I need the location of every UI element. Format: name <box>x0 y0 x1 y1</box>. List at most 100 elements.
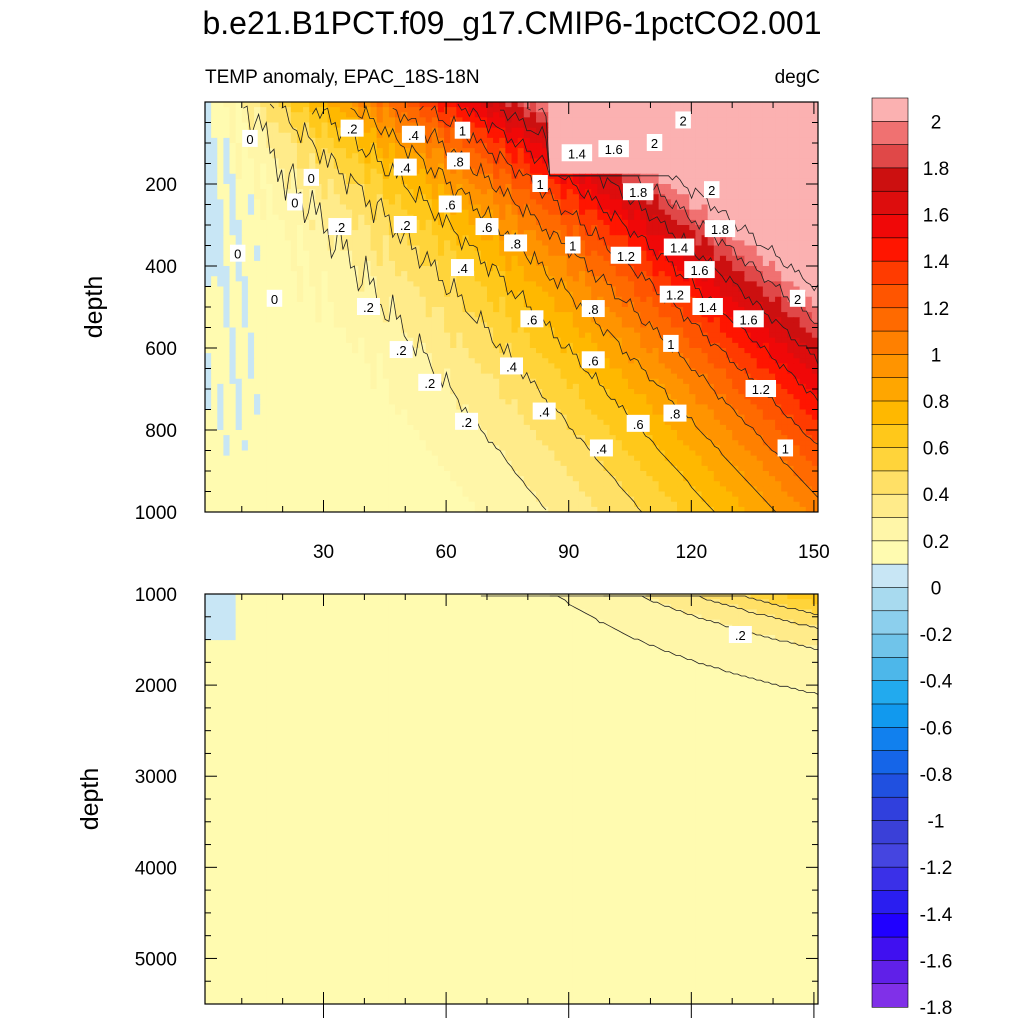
heatmap-cell <box>566 209 574 216</box>
heatmap-cell <box>358 250 365 257</box>
heatmap-cell <box>284 235 292 241</box>
heatmap-cell <box>309 148 316 154</box>
heatmap-cell <box>223 184 231 190</box>
heatmap-cell <box>241 153 249 159</box>
heatmap-cell <box>811 255 818 262</box>
heatmap-cell <box>511 342 519 349</box>
heatmap-cell <box>321 235 329 241</box>
heatmap-cell <box>578 178 586 185</box>
heatmap-cell <box>321 337 329 344</box>
heatmap-cell <box>548 240 556 247</box>
heatmap-cell <box>499 266 506 272</box>
heatmap-cell <box>713 153 721 159</box>
heatmap-cell <box>799 107 807 113</box>
heatmap-cell <box>247 163 255 170</box>
heatmap-cell <box>499 137 506 144</box>
heatmap-cell <box>695 148 703 154</box>
heatmap-cell <box>205 327 212 334</box>
heatmap-cell <box>701 137 709 144</box>
heatmap-cell <box>548 301 556 308</box>
heatmap-cell <box>781 291 788 298</box>
heatmap-cell <box>664 271 672 277</box>
heatmap-cell <box>732 148 739 154</box>
heatmap-cell <box>732 102 739 108</box>
heatmap-cell <box>235 127 243 134</box>
heatmap-cell <box>775 102 782 108</box>
heatmap-cell <box>468 143 476 149</box>
heatmap-cell <box>413 117 421 124</box>
heatmap-cell <box>315 327 323 334</box>
heatmap-cell <box>296 153 304 159</box>
heatmap-cell <box>235 240 243 247</box>
heatmap-cell <box>309 163 316 170</box>
heatmap-cell <box>272 122 280 129</box>
heatmap-cell <box>609 276 617 282</box>
heatmap-cell <box>787 342 795 349</box>
heatmap-cell <box>768 148 776 154</box>
heatmap-cell <box>333 178 341 185</box>
heatmap-cell <box>548 281 556 288</box>
heatmap-cell <box>462 296 470 303</box>
heatmap-cell <box>407 209 415 216</box>
heatmap-cell <box>493 271 500 277</box>
heatmap-cell <box>211 102 218 108</box>
heatmap-cell <box>756 271 764 277</box>
heatmap-cell <box>762 296 770 303</box>
heatmap-cell <box>572 117 580 124</box>
heatmap-cell <box>750 353 758 359</box>
heatmap-cell <box>303 117 310 124</box>
heatmap-cell <box>732 276 739 282</box>
heatmap-cell <box>768 132 776 139</box>
heatmap-cell <box>787 168 795 175</box>
chart-subtitle-left: TEMP anomaly, EPAC_18S-18N <box>205 67 480 88</box>
heatmap-cell <box>726 143 733 149</box>
heatmap-cell <box>290 158 298 165</box>
heatmap-cell <box>781 322 788 329</box>
heatmap-cell <box>775 204 782 211</box>
heatmap-cell <box>493 312 500 318</box>
heatmap-cell <box>756 122 764 129</box>
heatmap-cell <box>223 276 231 282</box>
heatmap-cell <box>352 322 359 329</box>
heatmap-cell <box>511 286 519 293</box>
heatmap-cell <box>634 214 641 221</box>
heatmap-cell <box>493 250 500 257</box>
heatmap-cell <box>536 199 543 206</box>
heatmap-cell <box>560 178 568 185</box>
heatmap-cell <box>290 148 298 154</box>
heatmap-cell <box>254 348 261 354</box>
heatmap-cell <box>358 260 365 267</box>
heatmap-cell <box>554 194 562 200</box>
heatmap-cell <box>560 327 568 334</box>
heatmap-cell <box>566 107 574 113</box>
heatmap-cell <box>364 163 372 170</box>
heatmap-cell <box>437 317 445 323</box>
heatmap-cell <box>511 281 519 288</box>
heatmap-cell <box>578 332 586 339</box>
heatmap-cell <box>407 112 415 118</box>
heatmap-cell <box>548 204 556 211</box>
heatmap-cell <box>726 214 733 221</box>
heatmap-cell <box>339 168 347 175</box>
heatmap-cell <box>315 122 323 129</box>
heatmap-cell <box>388 173 396 180</box>
heatmap-cell <box>536 137 543 144</box>
heatmap-cell <box>290 348 298 354</box>
heatmap-cell <box>585 235 592 241</box>
heatmap-cell <box>799 260 807 267</box>
heatmap-cell <box>296 245 304 252</box>
heatmap-cell <box>615 122 623 129</box>
heatmap-cell <box>683 225 690 231</box>
heatmap-cell <box>413 219 421 226</box>
heatmap-cell <box>254 178 261 185</box>
heatmap-cell <box>701 235 709 241</box>
heatmap-cell <box>609 281 617 288</box>
heatmap-cell <box>235 219 243 226</box>
heatmap-cell <box>413 327 421 334</box>
heatmap-cell <box>683 312 690 318</box>
heatmap-cell <box>431 281 439 288</box>
heatmap-cell <box>327 189 335 195</box>
heatmap-cell <box>542 127 549 134</box>
heatmap-cell <box>658 260 666 267</box>
heatmap-cell <box>578 266 586 272</box>
